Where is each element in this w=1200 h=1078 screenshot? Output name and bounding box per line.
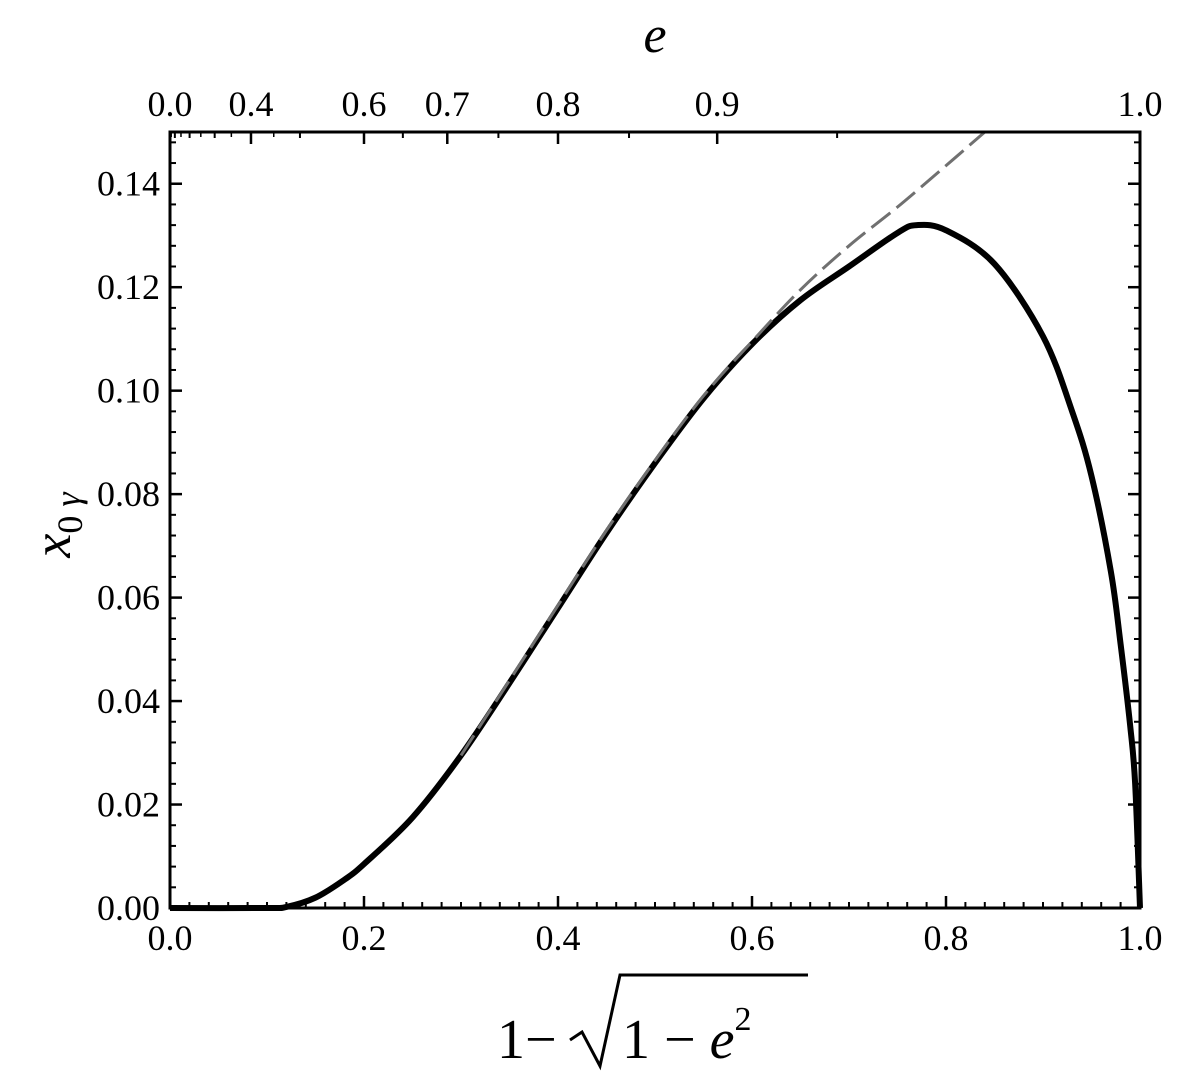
top-tick-label: 0.4 — [228, 84, 273, 124]
dashed-series-line — [459, 130, 986, 757]
solid-series-line — [169, 221, 1143, 912]
x-axis-title: 1− 1 − e2 — [497, 973, 808, 1071]
x-tick-label: 0.8 — [924, 918, 969, 958]
x-tick-label: 1.0 — [1118, 918, 1163, 958]
sqrt-sign — [569, 973, 808, 1071]
top-tick-label: 1.0 — [1118, 84, 1163, 124]
top-tick-label: 0.9 — [695, 84, 740, 124]
y-tick-label: 0.00 — [97, 888, 160, 928]
y-tick-label: 0.02 — [97, 785, 160, 825]
y-tick-label: 0.06 — [97, 578, 160, 618]
svg-text:1−: 1− — [497, 1009, 557, 1071]
top-tick-label: 0.0 — [148, 84, 193, 124]
y-tick-label: 0.10 — [97, 371, 160, 411]
svg-text:1 − e2: 1 − e2 — [622, 1001, 751, 1071]
y-tick-label: 0.14 — [97, 164, 160, 204]
x-tick-label: 0.4 — [536, 918, 581, 958]
top-tick-label: 0.7 — [425, 84, 470, 124]
x-tick-label: 0.6 — [730, 918, 775, 958]
top-axis-title: e — [643, 7, 666, 64]
x-tick-label: 0.2 — [342, 918, 387, 958]
top-tick-label: 0.8 — [536, 84, 581, 124]
y-tick-label: 0.08 — [97, 474, 160, 514]
plot-frame — [168, 130, 1142, 910]
y-tick-label: 0.04 — [97, 681, 160, 721]
top-tick-label: 0.6 — [342, 84, 387, 124]
x-tick-label: 0.0 — [148, 918, 193, 958]
y-tick-label: 0.12 — [97, 267, 160, 307]
y-axis-title: x0 γ — [22, 492, 90, 559]
